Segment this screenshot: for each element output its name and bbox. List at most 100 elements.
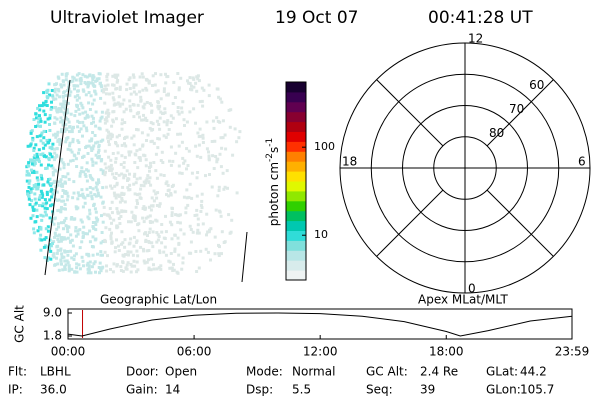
pixel — [126, 186, 130, 190]
pixel — [36, 124, 39, 128]
pixel — [38, 108, 42, 112]
pixel — [77, 148, 81, 152]
pixel — [85, 187, 89, 191]
pixel — [187, 149, 191, 153]
pixel — [47, 245, 51, 249]
altitude-curve — [67, 312, 573, 337]
pixel — [101, 265, 105, 269]
pixel — [43, 198, 47, 202]
pixel — [123, 200, 127, 204]
pixel — [29, 158, 32, 162]
pixel — [150, 196, 154, 200]
pixel — [50, 203, 54, 207]
pixel — [34, 183, 38, 186]
pixel — [131, 253, 135, 257]
pixel — [213, 235, 217, 239]
footer-value: 2.4 Re — [420, 365, 458, 379]
pixel — [192, 107, 196, 111]
pixel — [110, 240, 114, 244]
pixel — [67, 267, 71, 270]
pixel — [40, 104, 44, 108]
pixel — [54, 135, 58, 139]
pixel — [110, 221, 113, 225]
pixel — [107, 130, 110, 134]
pixel — [195, 231, 199, 235]
pixel — [48, 216, 52, 220]
pixel — [64, 216, 68, 220]
pixel — [99, 116, 103, 120]
pixel — [27, 172, 30, 176]
pixel — [132, 259, 136, 263]
pixel — [151, 230, 155, 234]
pixel — [46, 180, 50, 184]
pixel — [114, 196, 118, 200]
pixel — [40, 131, 44, 135]
pixel — [59, 178, 63, 182]
pixel — [91, 163, 95, 167]
pixel — [78, 171, 82, 175]
pixel — [171, 116, 175, 120]
pixel — [111, 74, 115, 78]
pixel — [63, 191, 66, 195]
pixel — [99, 96, 103, 100]
pixel — [62, 221, 66, 225]
pixel — [34, 143, 38, 147]
pixel — [69, 233, 73, 237]
pixel — [30, 162, 34, 166]
pixel — [176, 220, 180, 224]
pixel — [93, 207, 97, 211]
pixel — [167, 194, 170, 198]
pixel — [66, 172, 70, 176]
pixel — [43, 256, 47, 260]
pixel — [63, 265, 67, 269]
pixel — [100, 110, 104, 114]
pixel — [90, 197, 94, 201]
pixel — [116, 151, 120, 155]
pixel — [136, 223, 140, 227]
pixel — [143, 232, 146, 236]
pixel — [26, 163, 30, 167]
pixel — [35, 116, 38, 120]
pixel — [66, 194, 70, 198]
pixel — [81, 111, 85, 115]
pixel — [180, 140, 184, 144]
pixel — [51, 94, 55, 98]
pixel — [70, 267, 74, 271]
pixel — [187, 195, 191, 199]
pixel — [58, 180, 62, 184]
pixel — [222, 187, 226, 191]
x-tick-label: 12:00 — [303, 345, 338, 359]
pixel — [114, 157, 118, 161]
pixel — [87, 101, 91, 105]
pixel — [73, 95, 77, 99]
pixel — [76, 232, 80, 236]
pixel — [97, 148, 101, 152]
pixel — [101, 220, 105, 224]
pixel — [99, 84, 103, 87]
pixel — [230, 218, 234, 222]
pixel — [138, 75, 142, 79]
pixel — [118, 104, 122, 108]
pixel — [156, 238, 160, 242]
pixel — [56, 108, 60, 112]
pixel — [61, 189, 65, 192]
pixel — [67, 177, 71, 181]
pixel — [63, 106, 67, 110]
pixel — [141, 216, 145, 220]
pixel — [219, 214, 223, 218]
pixel — [38, 134, 42, 138]
pixel — [188, 224, 192, 228]
pixel — [59, 107, 63, 111]
apex-label: Apex MLat/MLT — [418, 293, 508, 307]
pixel — [62, 163, 66, 166]
pixel — [110, 200, 114, 204]
pixel — [128, 87, 132, 90]
pixel — [142, 113, 145, 117]
colorbar-cell — [286, 82, 306, 93]
pixel — [96, 191, 100, 195]
pixel — [127, 177, 131, 181]
pixel — [146, 215, 150, 219]
pixel — [156, 146, 160, 150]
pixel — [106, 83, 110, 87]
pixel — [72, 191, 76, 195]
